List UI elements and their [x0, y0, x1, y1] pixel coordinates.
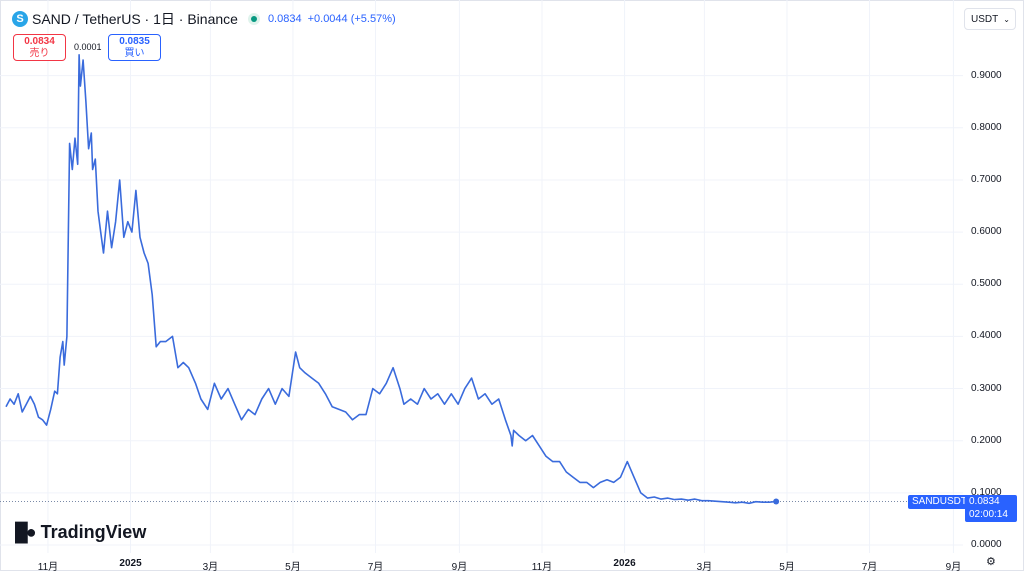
x-tick-label: 11月	[531, 562, 553, 573]
chart-area[interactable]	[0, 0, 963, 553]
y-tick-label: 0.9000	[971, 69, 1002, 81]
header-change: +0.0044 (+5.57%)	[307, 13, 396, 25]
x-tick-label: 5月	[779, 562, 795, 573]
x-tick-label: 9月	[945, 562, 962, 573]
x-tick-label: 2026	[613, 558, 636, 569]
sand-logo-icon: S	[12, 11, 28, 27]
symbol-price-tag: SANDUSDT	[908, 495, 972, 509]
sell-price: 0.0834	[24, 36, 55, 47]
price-line-series[interactable]	[5, 53, 777, 505]
sell-label: 売り	[29, 48, 50, 59]
price-chart[interactable]	[0, 0, 963, 553]
header-price: 0.0834	[267, 13, 302, 25]
chevron-down-icon: ⌄	[1003, 14, 1010, 24]
bar-countdown: 02:00:14	[969, 509, 1008, 520]
x-tick-label: 3月	[696, 562, 713, 573]
x-tick-label: 3月	[202, 562, 219, 573]
y-tick-label: 0.1000	[971, 486, 1002, 498]
buy-button[interactable]: 0.0835 買い	[108, 34, 161, 61]
buy-label: 買い	[124, 48, 145, 59]
last-point-marker	[773, 498, 780, 505]
x-tick-label: 7月	[367, 562, 384, 573]
last-price-tag: 0.0834 02:00:14	[965, 495, 1017, 522]
y-tick-label: 0.7000	[971, 173, 1002, 185]
y-tick-label: 0.5000	[971, 278, 1002, 290]
last-price-value: 0.0834	[969, 496, 1000, 507]
tradingview-logo[interactable]: █● TradingView	[15, 522, 146, 543]
y-tick-label: 0.2000	[971, 434, 1002, 446]
settings-icon[interactable]: ⚙	[986, 556, 996, 568]
sell-button[interactable]: 0.0834 売り	[13, 34, 66, 61]
spread-value: 0.0001	[74, 42, 102, 52]
tradingview-wordmark: TradingView	[40, 522, 147, 542]
x-tick-label: 11月	[37, 562, 59, 573]
x-tick-label: 2025	[119, 558, 142, 569]
y-tick-label: 0.8000	[971, 121, 1002, 133]
x-tick-label: 9月	[451, 562, 468, 573]
tradingview-mark-icon: █●	[15, 522, 37, 542]
y-tick-label: 0.0000	[971, 539, 1002, 550]
y-tick-label: 0.4000	[971, 330, 1002, 342]
symbol-title[interactable]: SAND / TetherUS · 1日 · Binance	[32, 11, 238, 27]
market-open-icon	[247, 13, 260, 25]
currency-label: USDT	[971, 13, 999, 25]
currency-select[interactable]: USDT ⌄	[964, 8, 1016, 30]
x-tick-label: 7月	[861, 562, 878, 573]
y-tick-label: 0.6000	[971, 226, 1002, 238]
y-tick-label: 0.3000	[971, 382, 1002, 394]
buy-price: 0.0835	[119, 36, 150, 47]
chart-header: S SAND / TetherUS · 1日 · Binance 0.0834 …	[12, 9, 402, 29]
x-tick-label: 5月	[285, 562, 301, 573]
